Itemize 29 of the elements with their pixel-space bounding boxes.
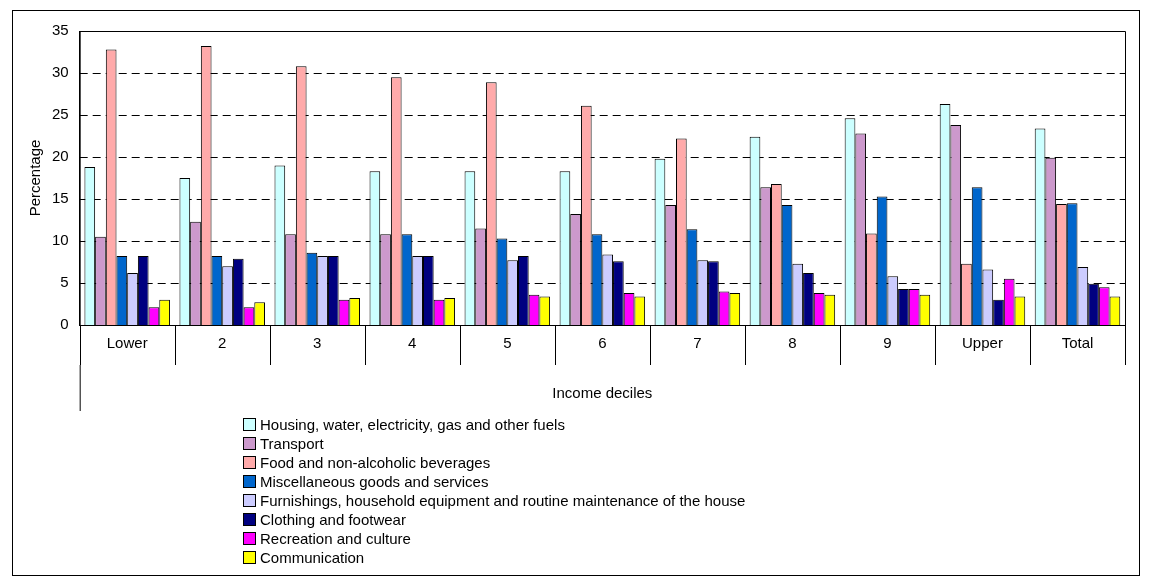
y-tick-label: 25 xyxy=(52,105,69,123)
x-tick-label: 6 xyxy=(598,334,607,352)
x-tick-label: 5 xyxy=(503,334,512,352)
y-tick-label: 35 xyxy=(52,21,69,39)
x-tick-label: 9 xyxy=(883,334,892,352)
y-tick-label: 0 xyxy=(60,315,69,333)
x-tick-label: 8 xyxy=(788,334,797,352)
x-tick-label: Upper xyxy=(962,334,1003,352)
y-tick-label: 30 xyxy=(52,63,69,81)
x-tick-label: 2 xyxy=(218,334,227,352)
x-tick-label: Lower xyxy=(106,334,148,352)
x-tick-label: 7 xyxy=(693,334,702,352)
legend-label: Housing, water, electricity, gas and other fuels xyxy=(260,415,565,434)
y-tick-label: 5 xyxy=(60,273,69,291)
legend-label: Communication xyxy=(260,548,365,567)
y-tick-label: 15 xyxy=(52,189,69,207)
x-tick-label: Total xyxy=(1061,334,1094,352)
legend-label: Recreation and culture xyxy=(260,529,411,548)
legend-label: Miscellaneous goods and services xyxy=(260,472,489,491)
y-axis-title: Percentage xyxy=(26,139,44,217)
x-tick-label: 3 xyxy=(313,334,322,352)
y-tick-label: 20 xyxy=(52,147,69,165)
legend-label: Food and non-alcoholic beverages xyxy=(260,453,491,472)
x-axis-title: Income deciles xyxy=(552,384,653,402)
x-tick-label: 4 xyxy=(408,334,417,352)
legend-label: Transport xyxy=(260,434,324,453)
y-tick-label: 10 xyxy=(52,231,69,249)
legend-label: Furnishings, household equipment and routine maintenance of the house xyxy=(260,491,746,510)
legend-label: Clothing and footwear xyxy=(260,510,406,529)
